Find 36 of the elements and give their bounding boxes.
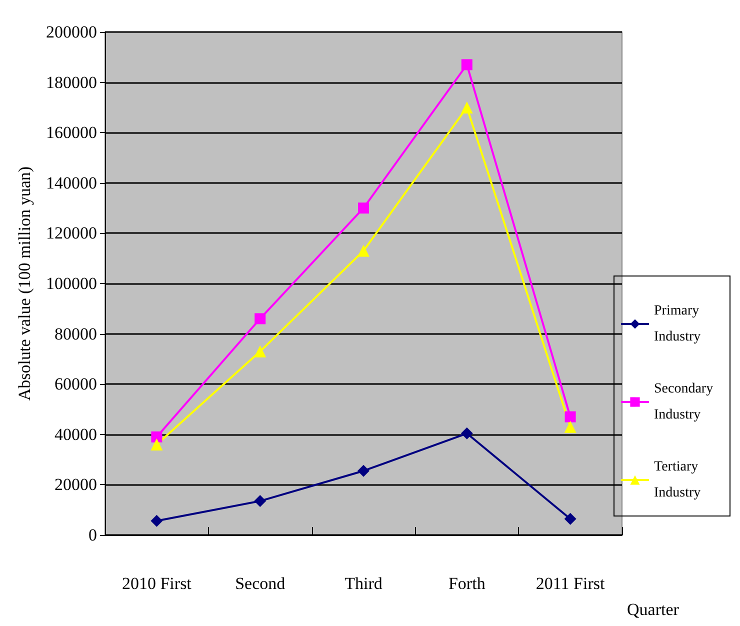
point	[564, 411, 576, 422]
point	[254, 345, 266, 358]
x-axis-title: Quarter	[627, 600, 680, 619]
point	[564, 512, 576, 525]
y-tick-label: 120000	[46, 224, 97, 243]
point	[254, 313, 266, 324]
x-tick-label: Third	[344, 574, 383, 593]
y-axis-title: Absolute value (100 million yuan)	[15, 166, 34, 401]
y-tick-label: 180000	[46, 72, 97, 92]
y-tick-label: 40000	[54, 424, 97, 444]
y-tick-label: 100000	[46, 274, 97, 293]
y-tick-label: 200000	[46, 22, 97, 42]
point	[564, 420, 576, 433]
point	[150, 438, 163, 450]
legend-label: Tertiary Industry	[654, 460, 702, 500]
y-tick-label: 80000	[54, 324, 97, 344]
point	[460, 427, 473, 440]
point	[358, 244, 370, 257]
point	[461, 59, 472, 70]
point	[150, 514, 163, 527]
x-tick-label: Second	[235, 574, 286, 593]
legend-label: Primary Industry	[654, 304, 703, 344]
y-tick-label: 60000	[54, 374, 97, 394]
y-tick-label: 140000	[46, 173, 97, 192]
point	[151, 431, 162, 442]
y-tick-label: 160000	[46, 123, 97, 142]
point	[254, 495, 266, 508]
x-tick-label: 2011 First	[536, 574, 605, 593]
point	[358, 202, 369, 214]
y-tick-label: 0	[88, 526, 97, 544]
point	[460, 101, 473, 114]
x-tick-label: Forth	[448, 574, 486, 593]
point	[358, 464, 370, 477]
y-tick-label: 20000	[54, 475, 97, 494]
legend-label: Secondary Industry	[654, 382, 717, 422]
x-tick-label: 2010 First	[122, 574, 192, 593]
